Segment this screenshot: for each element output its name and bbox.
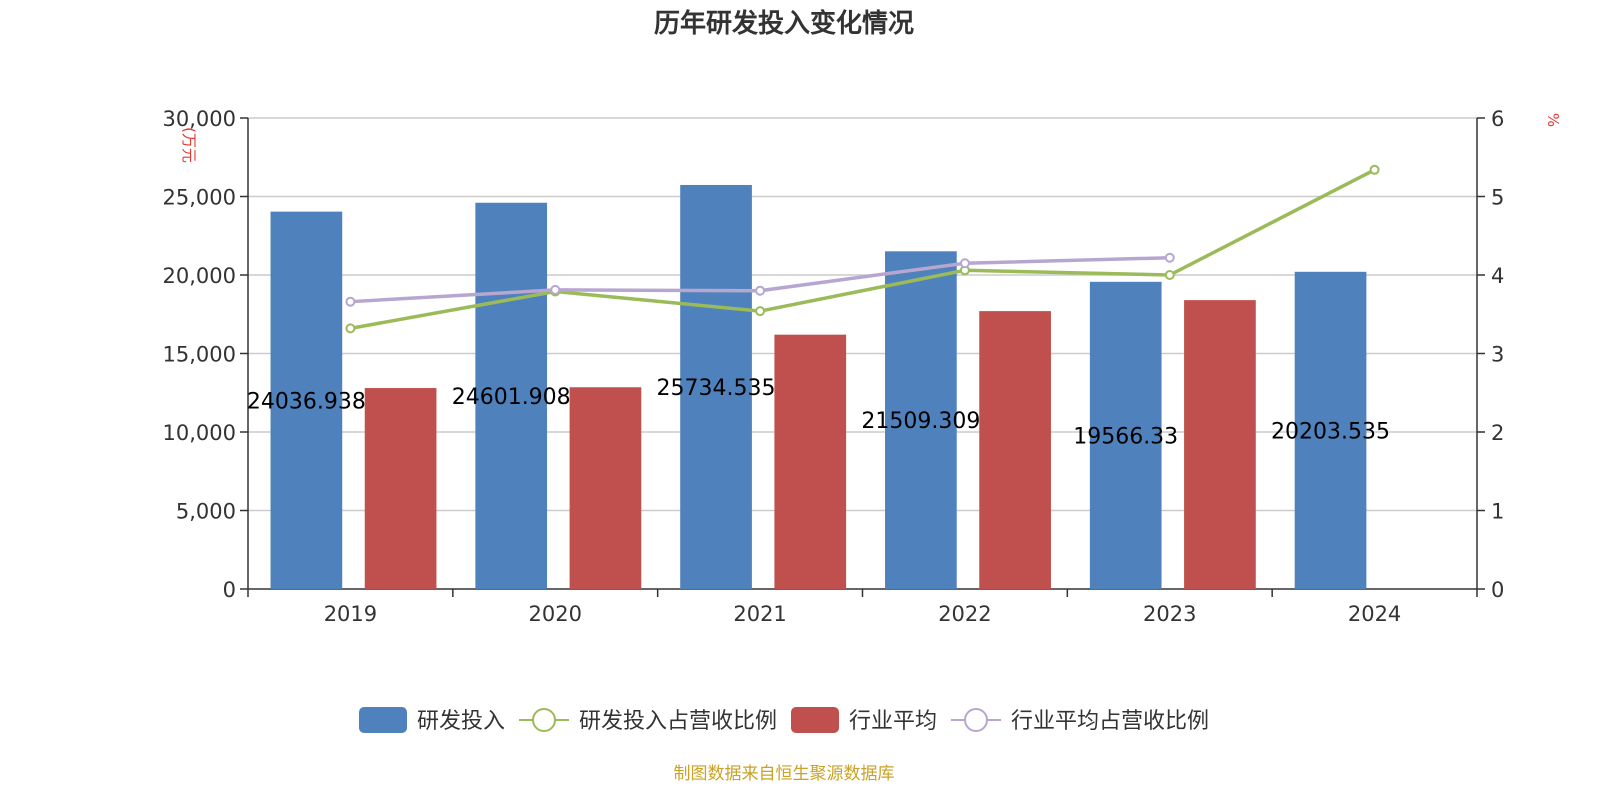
line-point-0 <box>1369 164 1380 175</box>
series-line-0 <box>350 168 1376 331</box>
x-tick-label: 2019 <box>324 602 377 626</box>
legend-swatch <box>791 707 839 733</box>
left-tick-label: 30,000 <box>163 107 236 131</box>
right-tick-label: 0 <box>1491 578 1504 602</box>
bar-1-2021 <box>774 334 847 589</box>
bar-data-label: 19566.33 <box>1073 424 1178 449</box>
bar-1-2023 <box>1184 300 1256 589</box>
legend: 研发投入 研发投入占营收比例 行业平均 行业平均占营收比例 <box>359 707 1209 734</box>
x-tick-label: 2020 <box>529 602 582 626</box>
left-tick-label: 15,000 <box>163 343 236 367</box>
line-point-1 <box>1164 252 1175 263</box>
bar-data-label: 25734.535 <box>657 376 776 401</box>
legend-label: 研发投入 <box>417 709 505 734</box>
source-note: 制图数据来自恒生聚源数据库 <box>674 764 895 784</box>
line-point-0 <box>1164 270 1175 280</box>
bar-0-2019 <box>270 211 343 590</box>
left-tick-label: 10,000 <box>163 421 236 445</box>
bars <box>270 184 1367 590</box>
legend-swatch <box>359 707 407 733</box>
bar-data-label: 20203.535 <box>1271 419 1390 444</box>
right-tick-label: 2 <box>1491 421 1504 445</box>
legend-item-3[interactable]: 行业平均占营收比例 <box>951 708 1209 734</box>
bar-1-2020 <box>569 387 642 589</box>
data-labels: 24036.938 24601.908 25734.535 21509.309 1956… <box>247 376 1390 449</box>
legend-item-1[interactable]: 研发投入占营收比例 <box>519 708 777 734</box>
right-tick-label: 1 <box>1491 500 1504 524</box>
legend-label: 研发投入占营收比例 <box>579 709 777 734</box>
x-tick-label: 2022 <box>938 602 991 626</box>
legend-marker <box>532 708 556 732</box>
bar-data-label: 24601.908 <box>452 385 571 410</box>
line-point-1 <box>959 258 970 269</box>
grid-lines <box>248 117 1477 512</box>
left-tick-label: 20,000 <box>163 264 236 288</box>
line-point-1 <box>345 296 356 307</box>
bar-0-2020 <box>475 202 548 589</box>
line-point-1 <box>550 284 561 295</box>
right-axis-unit: % <box>1544 113 1562 127</box>
line-point-0 <box>755 306 766 317</box>
x-tick-label: 2024 <box>1348 602 1401 626</box>
bar-0-2023 <box>1089 281 1162 589</box>
legend-item-2[interactable]: 行业平均 <box>791 707 937 734</box>
chart-title: 历年研发投入变化情况 <box>654 8 914 39</box>
left-tick-label: 5,000 <box>176 500 236 524</box>
bar-data-label: 21509.309 <box>861 409 980 434</box>
right-tick-label: 6 <box>1491 107 1504 131</box>
line-point-1 <box>755 285 766 296</box>
bar-0-2021 <box>680 184 752 589</box>
bar-1-2019 <box>364 388 437 589</box>
line-point-0 <box>345 323 356 334</box>
x-tick-label: 2021 <box>733 602 786 626</box>
legend-label: 行业平均占营收比例 <box>1011 709 1209 734</box>
legend-label: 行业平均 <box>849 709 937 734</box>
left-tick-label: 0 <box>223 578 236 602</box>
lines <box>345 164 1380 334</box>
x-tick-label: 2023 <box>1143 602 1196 626</box>
bar-0-2022 <box>885 251 957 590</box>
axes: 0 0 5,000 1 10,000 2 15,000 3 20,000 4 25,000 5 30,0… <box>163 107 1505 626</box>
left-tick-label: 25,000 <box>163 186 236 210</box>
bar-1-2022 <box>979 311 1051 589</box>
right-tick-label: 5 <box>1491 186 1504 210</box>
left-axis-unit: (万元 <box>180 127 198 163</box>
bar-0-2024 <box>1294 271 1367 589</box>
legend-item-0[interactable]: 研发投入 <box>359 707 505 734</box>
legend-marker <box>964 708 988 732</box>
right-tick-label: 3 <box>1491 343 1504 367</box>
right-tick-label: 4 <box>1491 264 1504 288</box>
bar-data-label: 24036.938 <box>247 389 366 414</box>
